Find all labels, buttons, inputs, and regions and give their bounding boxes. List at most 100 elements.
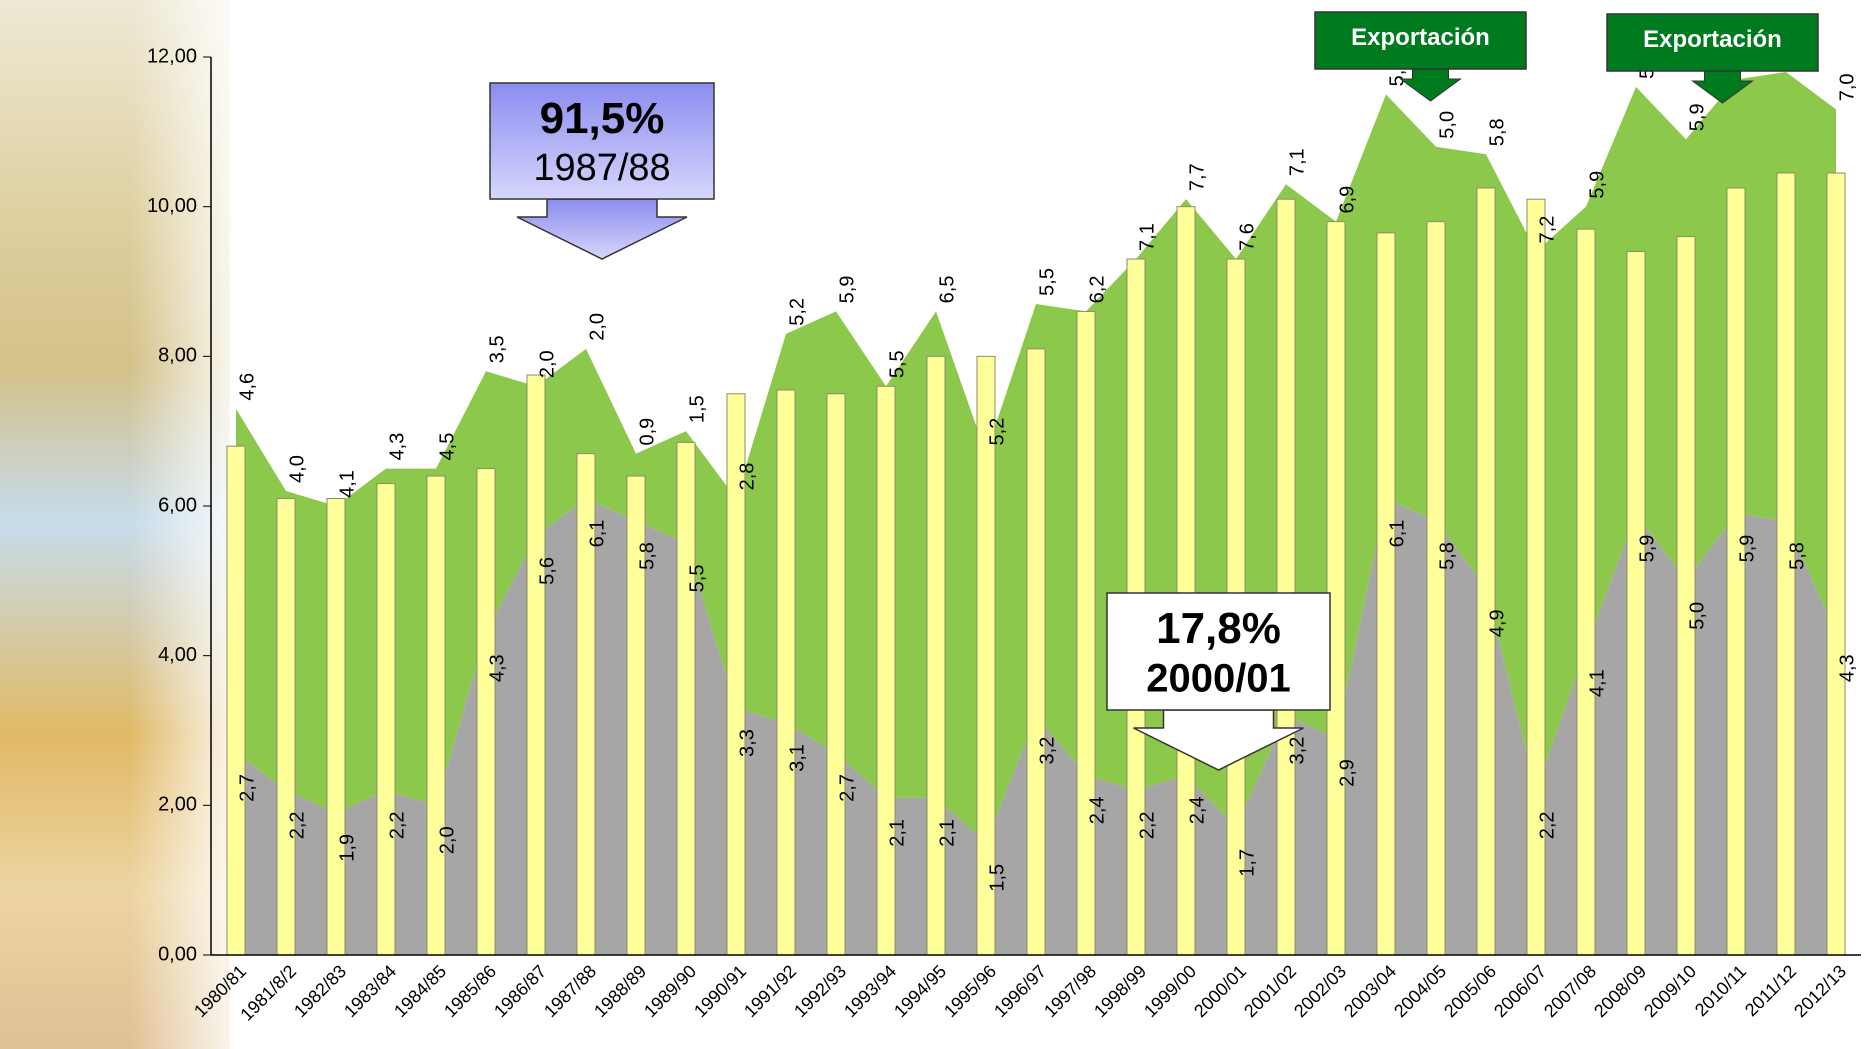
- data-label: 5,9: [1736, 535, 1758, 563]
- data-label: 5,2: [986, 418, 1008, 446]
- data-label: 2,7: [236, 774, 258, 802]
- callout-box: [489, 82, 715, 200]
- callout-percent: 91,5%: [540, 94, 665, 143]
- bar: [1476, 187, 1496, 956]
- data-label: 4,1: [1586, 669, 1608, 697]
- data-label: 3,2: [1036, 737, 1058, 765]
- bar: [1176, 206, 1196, 956]
- x-tick-label: 2007/08: [1540, 961, 1600, 1021]
- data-label: 1,7: [1236, 849, 1258, 877]
- bar: [1426, 221, 1446, 956]
- x-tick-label: 1995/96: [940, 961, 1000, 1021]
- data-label: 3,3: [736, 729, 758, 757]
- x-tick-label: 2002/03: [1290, 961, 1350, 1021]
- x-tick-label: 2004/05: [1390, 961, 1450, 1021]
- bar: [1626, 251, 1646, 956]
- data-label: 7,2: [1536, 216, 1558, 244]
- data-label: 5,0: [1686, 602, 1708, 630]
- bar: [1026, 348, 1046, 956]
- data-label: 5,5: [886, 350, 908, 378]
- export-arrow: [1690, 70, 1755, 104]
- x-tick-label: 1985/86: [440, 961, 500, 1021]
- x-tick-label: 2001/02: [1240, 961, 1300, 1021]
- x-tick-label: 2012/13: [1790, 961, 1850, 1021]
- data-label: 4,6: [236, 373, 258, 401]
- data-label: 2,0: [536, 350, 558, 378]
- data-label: 7,1: [1136, 223, 1158, 251]
- x-tick-label: 2011/12: [1741, 961, 1800, 1020]
- data-label: 6,1: [1386, 520, 1408, 548]
- callout-season: 2000/01: [1146, 656, 1291, 700]
- y-tick-label: 0,00: [158, 943, 197, 965]
- x-tick-label: 2008/09: [1590, 961, 1650, 1021]
- x-tick-label: 1984/85: [390, 961, 450, 1021]
- x-tick-label: 1993/94: [840, 961, 900, 1021]
- data-label: 5,8: [1436, 542, 1458, 570]
- data-label: 2,4: [1186, 796, 1208, 824]
- bar: [1276, 198, 1296, 956]
- data-label: 5,9: [1636, 535, 1658, 563]
- y-tick-label: 2,00: [158, 794, 197, 816]
- x-tick-label: 2000/01: [1190, 961, 1250, 1021]
- data-label: 2,2: [386, 811, 408, 839]
- data-label: 2,2: [1536, 811, 1558, 839]
- y-tick-label: 12,00: [147, 45, 197, 67]
- data-label: 5,0: [1436, 111, 1458, 139]
- x-tick-label: 2009/10: [1640, 961, 1700, 1021]
- data-label: 5,8: [1786, 542, 1808, 570]
- data-label: 7,6: [1236, 223, 1258, 251]
- bar: [826, 393, 846, 956]
- data-label: 3,1: [786, 744, 808, 772]
- x-tick-label: 1997/98: [1040, 961, 1100, 1021]
- y-tick-label: 4,00: [158, 644, 197, 666]
- bar: [426, 475, 446, 956]
- x-tick-label: 2005/06: [1440, 961, 1500, 1021]
- export-label: Exportación: [1351, 24, 1490, 51]
- data-label: 2,0: [436, 826, 458, 854]
- data-label: 5,9: [1586, 171, 1608, 199]
- data-label: 1,9: [336, 834, 358, 862]
- data-label: 7,1: [1286, 148, 1308, 176]
- data-label: 2,8: [736, 463, 758, 491]
- data-label: 5,5: [1036, 268, 1058, 296]
- bar: [1726, 187, 1746, 956]
- x-tick-label: 1998/99: [1090, 961, 1150, 1021]
- data-label: 2,0: [586, 313, 608, 341]
- x-tick-label: 1994/95: [890, 961, 950, 1021]
- bar: [226, 445, 246, 956]
- data-label: 3,5: [486, 335, 508, 363]
- x-tick-label: 1999/00: [1140, 961, 1200, 1021]
- export-box: [1314, 11, 1527, 70]
- data-label: 4,9: [1486, 609, 1508, 637]
- x-tick-label: 2006/07: [1490, 961, 1550, 1021]
- bar: [926, 355, 946, 956]
- x-tick-label: 1992/93: [790, 961, 850, 1021]
- x-tick-label: 1987/88: [540, 961, 600, 1021]
- data-label: 2,1: [886, 819, 908, 847]
- data-label: 5,9: [836, 276, 858, 304]
- callout-arrow: [516, 198, 688, 260]
- data-label: 6,9: [1336, 186, 1358, 214]
- x-tick-label: 1990/91: [690, 961, 750, 1021]
- data-label: 6,5: [936, 276, 958, 304]
- data-label: 4,3: [386, 433, 408, 461]
- data-label: 2,1: [936, 819, 958, 847]
- data-label: 2,4: [1086, 796, 1108, 824]
- x-tick-label: 1983/84: [340, 961, 400, 1021]
- x-tick-label: 1991/92: [740, 961, 800, 1021]
- bar: [1676, 236, 1696, 956]
- data-label: 5,8: [1486, 118, 1508, 146]
- bar: [1526, 198, 1546, 956]
- x-tick-label: 1996/97: [990, 961, 1050, 1021]
- y-tick-label: 6,00: [158, 494, 197, 516]
- data-label: 4,5: [436, 433, 458, 461]
- data-label: 3,2: [1286, 737, 1308, 765]
- bar: [326, 498, 346, 956]
- x-tick-label: 1988/89: [590, 961, 650, 1021]
- y-tick-label: 10,00: [147, 195, 197, 217]
- data-label: 2,2: [1136, 811, 1158, 839]
- callout-arrow: [1133, 709, 1304, 771]
- bar: [676, 441, 696, 956]
- data-label: 5,2: [786, 298, 808, 326]
